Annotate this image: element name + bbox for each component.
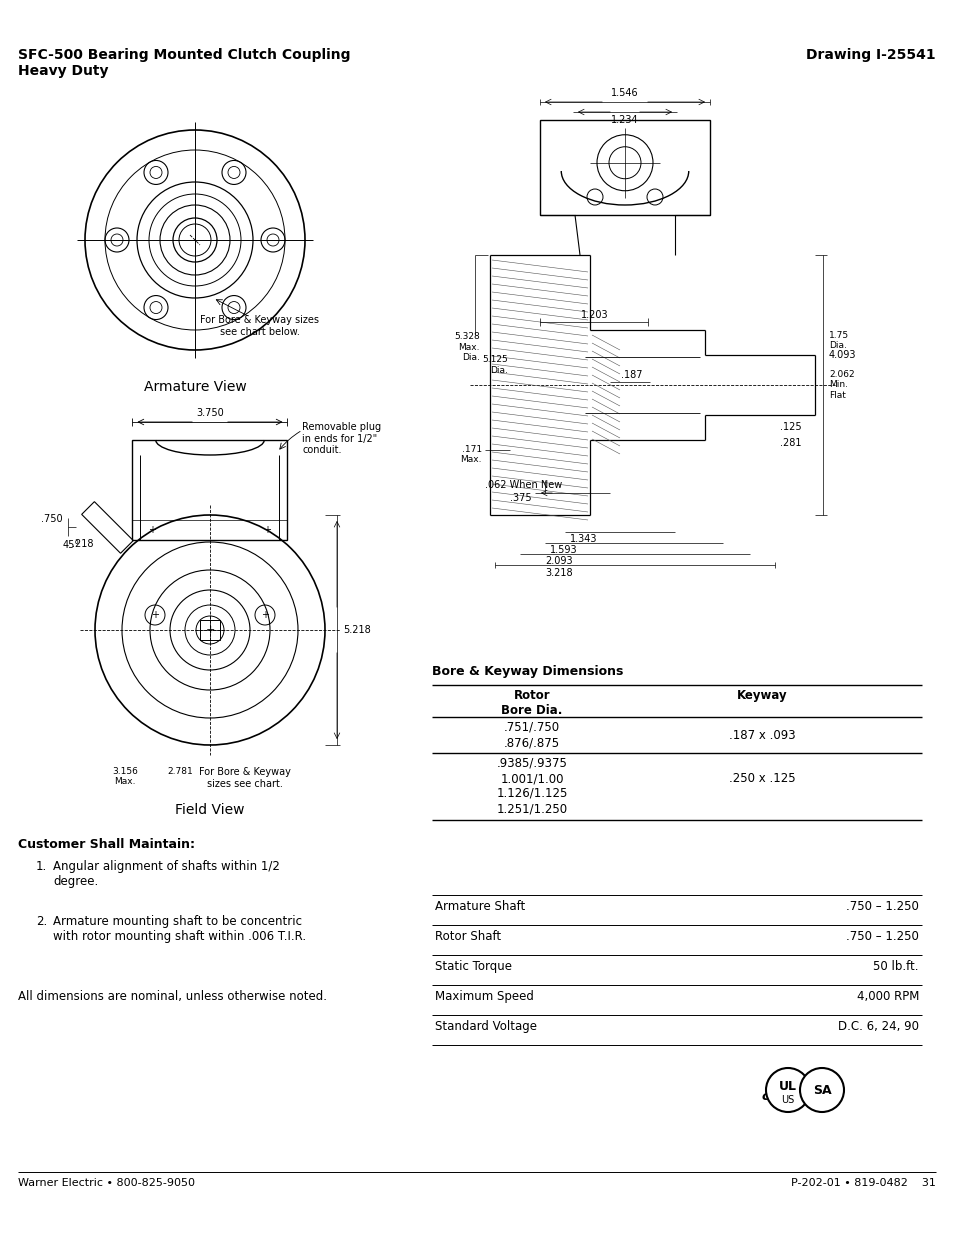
Text: +: + xyxy=(205,625,214,635)
Text: All dimensions are nominal, unless otherwise noted.: All dimensions are nominal, unless other… xyxy=(18,990,327,1003)
Text: .375: .375 xyxy=(510,493,531,503)
Text: For Bore & Keyway
sizes see chart.: For Bore & Keyway sizes see chart. xyxy=(199,767,291,789)
Text: Static Torque: Static Torque xyxy=(435,960,512,973)
Text: P-202-01 • 819-0482    31: P-202-01 • 819-0482 31 xyxy=(790,1178,935,1188)
Text: .750 – 1.250: .750 – 1.250 xyxy=(845,900,918,913)
Text: 4.093: 4.093 xyxy=(828,350,856,359)
Text: .281: .281 xyxy=(780,438,801,448)
Text: 1.593: 1.593 xyxy=(550,545,577,555)
Text: .218: .218 xyxy=(71,540,93,550)
Text: 5.218: 5.218 xyxy=(343,625,371,635)
Text: For Bore & Keyway sizes
see chart below.: For Bore & Keyway sizes see chart below. xyxy=(200,315,319,337)
Bar xyxy=(539,120,709,215)
Text: .750 – 1.250: .750 – 1.250 xyxy=(845,930,918,944)
Text: Armature mounting shaft to be concentric
with rotor mounting shaft within .006 T: Armature mounting shaft to be concentric… xyxy=(53,915,306,944)
Text: SFC-500 Bearing Mounted Clutch Coupling
Heavy Duty: SFC-500 Bearing Mounted Clutch Coupling … xyxy=(18,48,350,78)
Text: 3.156
Max.: 3.156 Max. xyxy=(112,767,138,787)
Text: .187: .187 xyxy=(620,370,642,380)
Text: Armature View: Armature View xyxy=(144,380,246,394)
Text: 1.75
Dia.: 1.75 Dia. xyxy=(828,331,848,350)
Text: Rotor
Bore Dia.: Rotor Bore Dia. xyxy=(500,689,562,718)
Text: 5.328
Max.
Dia.: 5.328 Max. Dia. xyxy=(454,332,479,362)
Bar xyxy=(200,620,220,640)
Text: Customer Shall Maintain:: Customer Shall Maintain: xyxy=(18,839,194,851)
Text: .125: .125 xyxy=(780,422,801,432)
Text: 5.125
Dia.: 5.125 Dia. xyxy=(482,356,507,374)
Text: .750: .750 xyxy=(41,515,63,525)
Text: Warner Electric • 800-825-9050: Warner Electric • 800-825-9050 xyxy=(18,1178,194,1188)
Text: SA: SA xyxy=(812,1083,830,1097)
Text: Removable plug
in ends for 1/2"
conduit.: Removable plug in ends for 1/2" conduit. xyxy=(302,422,381,456)
Text: c: c xyxy=(760,1089,768,1103)
Text: +: + xyxy=(261,610,269,620)
Text: .751/.750
.876/.875: .751/.750 .876/.875 xyxy=(503,721,559,748)
Text: Field View: Field View xyxy=(175,803,245,818)
Text: UL: UL xyxy=(779,1079,796,1093)
Text: .171
Max.: .171 Max. xyxy=(460,445,481,464)
Text: 2.093: 2.093 xyxy=(544,556,572,566)
Text: +: + xyxy=(151,610,159,620)
Bar xyxy=(132,440,287,540)
Text: Drawing I-25541: Drawing I-25541 xyxy=(805,48,935,62)
Circle shape xyxy=(800,1068,843,1112)
Text: 2.062
Min.
Flat: 2.062 Min. Flat xyxy=(828,370,854,400)
Text: +: + xyxy=(263,525,272,535)
Text: 1.203: 1.203 xyxy=(580,310,608,320)
Text: US: US xyxy=(781,1095,794,1105)
Text: 3.750: 3.750 xyxy=(196,408,224,417)
Text: 1.343: 1.343 xyxy=(569,534,597,543)
Text: Rotor Shaft: Rotor Shaft xyxy=(435,930,500,944)
Circle shape xyxy=(765,1068,809,1112)
Text: 4,000 RPM: 4,000 RPM xyxy=(856,990,918,1003)
Text: 1.: 1. xyxy=(36,860,48,873)
Text: 45°: 45° xyxy=(63,540,80,550)
Text: +: + xyxy=(149,525,156,535)
Text: 2.781: 2.781 xyxy=(167,767,193,776)
Text: .062 When New: .062 When New xyxy=(484,480,561,490)
Text: D.C. 6, 24, 90: D.C. 6, 24, 90 xyxy=(837,1020,918,1032)
Text: 1.234: 1.234 xyxy=(611,115,639,125)
Text: Angular alignment of shafts within 1/2
degree.: Angular alignment of shafts within 1/2 d… xyxy=(53,860,279,888)
Text: 50 lb.ft.: 50 lb.ft. xyxy=(873,960,918,973)
Text: Standard Voltage: Standard Voltage xyxy=(435,1020,537,1032)
Text: 1.546: 1.546 xyxy=(611,88,639,98)
Text: 3.218: 3.218 xyxy=(544,568,572,578)
Text: Armature Shaft: Armature Shaft xyxy=(435,900,525,913)
Text: .250 x .125: .250 x .125 xyxy=(728,772,795,785)
Text: Keyway: Keyway xyxy=(736,689,786,701)
Text: .187 x .093: .187 x .093 xyxy=(728,729,795,742)
Text: Bore & Keyway Dimensions: Bore & Keyway Dimensions xyxy=(432,664,622,678)
Text: .9385/.9375
1.001/1.00
1.126/1.125
1.251/1.250: .9385/.9375 1.001/1.00 1.126/1.125 1.251… xyxy=(496,757,567,815)
Text: Maximum Speed: Maximum Speed xyxy=(435,990,534,1003)
Text: 2.: 2. xyxy=(36,915,48,927)
